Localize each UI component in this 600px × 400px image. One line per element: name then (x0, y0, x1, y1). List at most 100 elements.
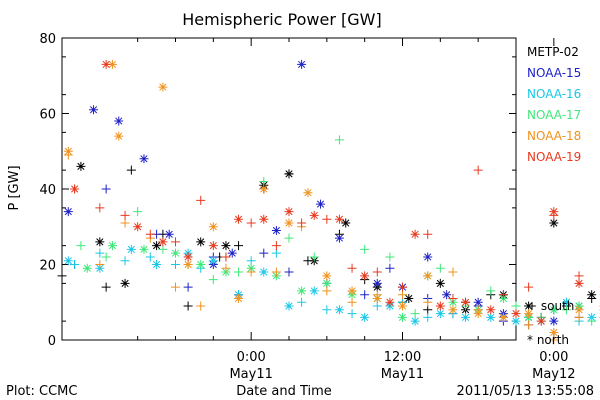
south-point (448, 293, 458, 303)
south-point (126, 165, 136, 175)
south-point (524, 320, 534, 330)
series-noaa-18 (63, 59, 600, 345)
north-point (208, 256, 218, 266)
south-point (221, 252, 231, 262)
south-point (284, 233, 294, 243)
north-marker-label: * north (527, 333, 569, 347)
south-point (70, 260, 80, 269)
series-marks (57, 59, 600, 345)
north-point (309, 286, 319, 296)
north-point (549, 207, 559, 217)
north-point (372, 293, 382, 303)
x-tick-label-time: 0:00 (237, 350, 266, 365)
north-point (549, 327, 559, 337)
north-point (303, 188, 313, 198)
south-point (360, 244, 370, 254)
north-point (259, 267, 269, 277)
north-point (297, 59, 307, 69)
north-point (221, 241, 231, 251)
south-point (322, 214, 332, 224)
x-axis-ticks: 0:00May1112:00May110:00May1212:00May120:… (137, 38, 576, 382)
north-point (114, 131, 124, 141)
north-point (347, 286, 357, 296)
north-point (196, 260, 206, 269)
south-point (271, 267, 281, 277)
north-point (284, 207, 294, 217)
north-point (63, 207, 73, 217)
north-point (574, 278, 584, 288)
north-point (82, 263, 92, 273)
north-point (89, 105, 99, 115)
south-point (171, 260, 180, 269)
south-point (259, 248, 269, 258)
south-point (234, 267, 244, 277)
north-point (410, 229, 420, 239)
south-point (448, 267, 458, 277)
south-point (398, 290, 407, 300)
north-point (360, 271, 370, 281)
south-point (57, 271, 67, 281)
south-point (246, 256, 256, 266)
north-point (234, 214, 244, 224)
y-tick-label: 60 (39, 108, 56, 123)
south-point (120, 256, 130, 266)
south-point (120, 210, 130, 220)
south-point (347, 309, 357, 319)
series-noaa-19 (70, 59, 600, 326)
north-point (101, 59, 111, 69)
south-point (183, 282, 193, 292)
south-point (183, 301, 193, 311)
y-tick-label: 80 (39, 32, 56, 47)
north-point (334, 233, 344, 243)
south-point (524, 282, 534, 292)
y-axis-label: P [GW] (7, 165, 22, 210)
north-point (461, 297, 471, 307)
north-point (334, 214, 344, 224)
x-tick-label-date: May11 (229, 367, 272, 382)
north-point (372, 278, 382, 288)
south-point (271, 248, 281, 258)
north-point (442, 290, 452, 300)
south-point (498, 290, 508, 300)
north-point (63, 256, 73, 266)
north-point (284, 218, 294, 228)
x-tick-label-time: 12:00 (384, 350, 421, 365)
north-point (435, 301, 445, 311)
north-point (549, 218, 559, 228)
south-point (95, 260, 105, 269)
north-point (284, 301, 294, 311)
north-point (297, 286, 307, 296)
north-point (561, 297, 571, 307)
north-point (309, 210, 319, 220)
north-point (208, 222, 218, 232)
south-point (297, 297, 307, 307)
south-point (473, 165, 483, 175)
south-point (423, 229, 433, 239)
south-point (297, 218, 307, 228)
south-point (101, 184, 111, 194)
y-tick-label: 0 (48, 334, 56, 349)
north-point (139, 244, 149, 254)
south-point (511, 301, 521, 311)
north-point (486, 305, 496, 315)
south-point (574, 312, 584, 322)
south-point (423, 312, 433, 322)
north-point (158, 237, 168, 247)
north-point (171, 248, 180, 258)
south-point (95, 203, 105, 213)
south-point (561, 305, 571, 315)
south-point (208, 275, 218, 285)
south-point (95, 248, 105, 258)
north-point (549, 316, 559, 326)
south-point (284, 267, 294, 277)
south-point (322, 286, 332, 296)
south-point (322, 305, 332, 315)
south-point (423, 297, 433, 307)
north-point (587, 290, 597, 300)
north-point (341, 218, 351, 228)
south-point (133, 207, 143, 217)
north-point (152, 241, 162, 251)
north-point (398, 301, 407, 311)
south-point (385, 263, 395, 273)
